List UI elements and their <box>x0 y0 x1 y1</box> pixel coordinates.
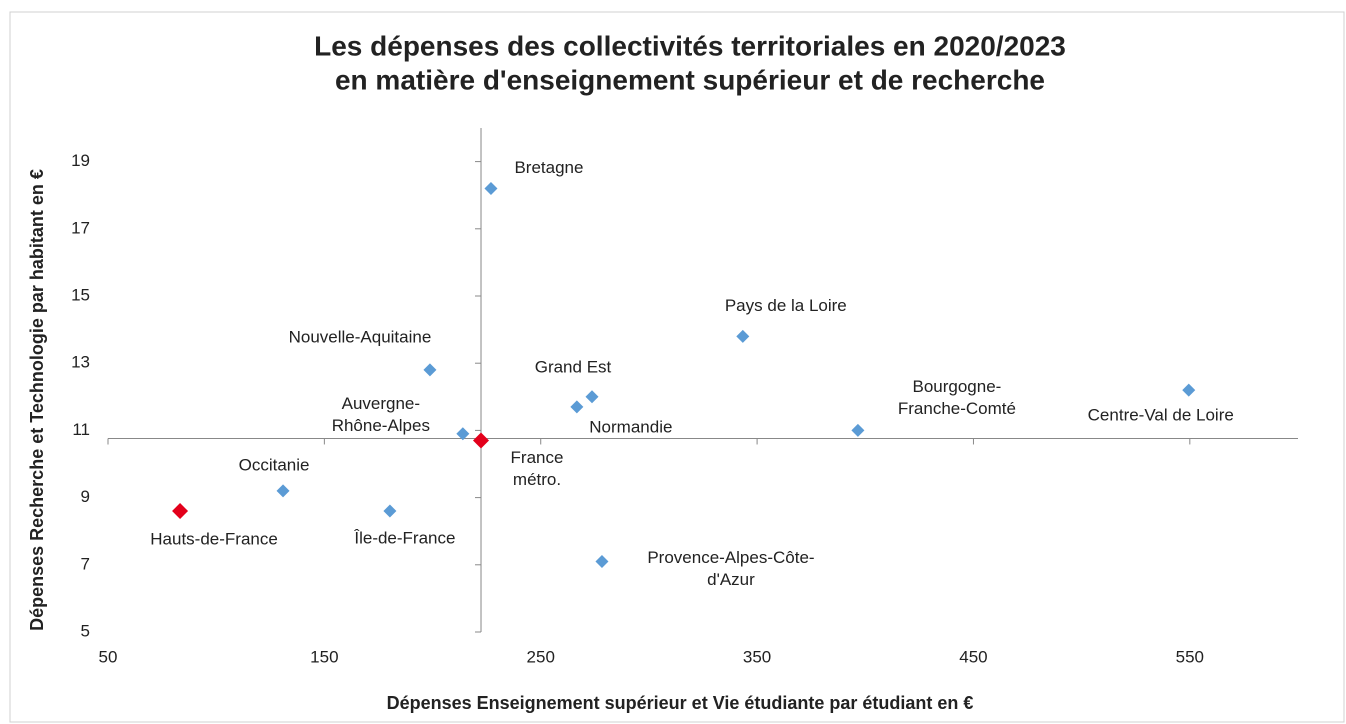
point <box>383 504 397 518</box>
y-tick-label: 17 <box>71 218 90 237</box>
x-tick-label: 350 <box>743 647 771 666</box>
y-tick-label: 5 <box>81 621 90 640</box>
point-label: Pays de la Loire <box>725 296 847 315</box>
frame <box>9 11 1345 723</box>
y-tick-label: 15 <box>71 285 90 304</box>
point <box>473 432 490 449</box>
point-label: d'Azur <box>707 570 755 589</box>
point-label: Hauts-de-France <box>150 530 278 549</box>
point-label: Auvergne- <box>342 394 420 413</box>
point <box>1182 383 1196 397</box>
y-tick-label: 11 <box>72 420 90 439</box>
point <box>570 400 584 414</box>
point-label: France <box>511 448 564 467</box>
y-tick-label: 13 <box>71 353 90 372</box>
point <box>423 363 437 377</box>
x-axis-title: Dépenses Enseignement supérieur et Vie é… <box>387 693 974 713</box>
point-label: Provence-Alpes-Côte- <box>647 548 814 567</box>
x-tick-label: 50 <box>99 647 118 666</box>
point-label: Rhône-Alpes <box>332 416 430 435</box>
point <box>484 181 498 195</box>
point-label: Centre-Val de Loire <box>1088 406 1234 425</box>
y-tick-label: 7 <box>81 554 90 573</box>
point-label: Bretagne <box>514 158 583 177</box>
x-tick-label: 450 <box>959 647 987 666</box>
chart-title: Les dépenses des collectivités territori… <box>314 30 1066 61</box>
point-label: Bourgogne- <box>912 377 1001 396</box>
chart-title: en matière d'enseignement supérieur et d… <box>335 64 1045 95</box>
point <box>595 554 609 568</box>
point <box>585 390 599 404</box>
x-tick-label: 550 <box>1176 647 1204 666</box>
point-label: Nouvelle-Aquitaine <box>289 327 432 346</box>
y-axis-title: Dépenses Recherche et Technologie par ha… <box>27 169 47 631</box>
point <box>851 423 865 437</box>
y-tick-label: 19 <box>71 151 90 170</box>
x-tick-label: 150 <box>310 647 338 666</box>
point <box>276 484 290 498</box>
point <box>456 427 470 441</box>
y-tick-label: 9 <box>81 487 90 506</box>
point <box>736 329 750 343</box>
point <box>172 503 189 520</box>
x-tick-label: 250 <box>527 647 555 666</box>
point-label: métro. <box>513 470 561 489</box>
point-label: Grand Est <box>535 357 612 376</box>
point-label: Occitanie <box>239 455 310 474</box>
point-label: Île-de-France <box>353 529 455 548</box>
point-label: Normandie <box>589 417 672 436</box>
point-label: Franche-Comté <box>898 399 1016 418</box>
